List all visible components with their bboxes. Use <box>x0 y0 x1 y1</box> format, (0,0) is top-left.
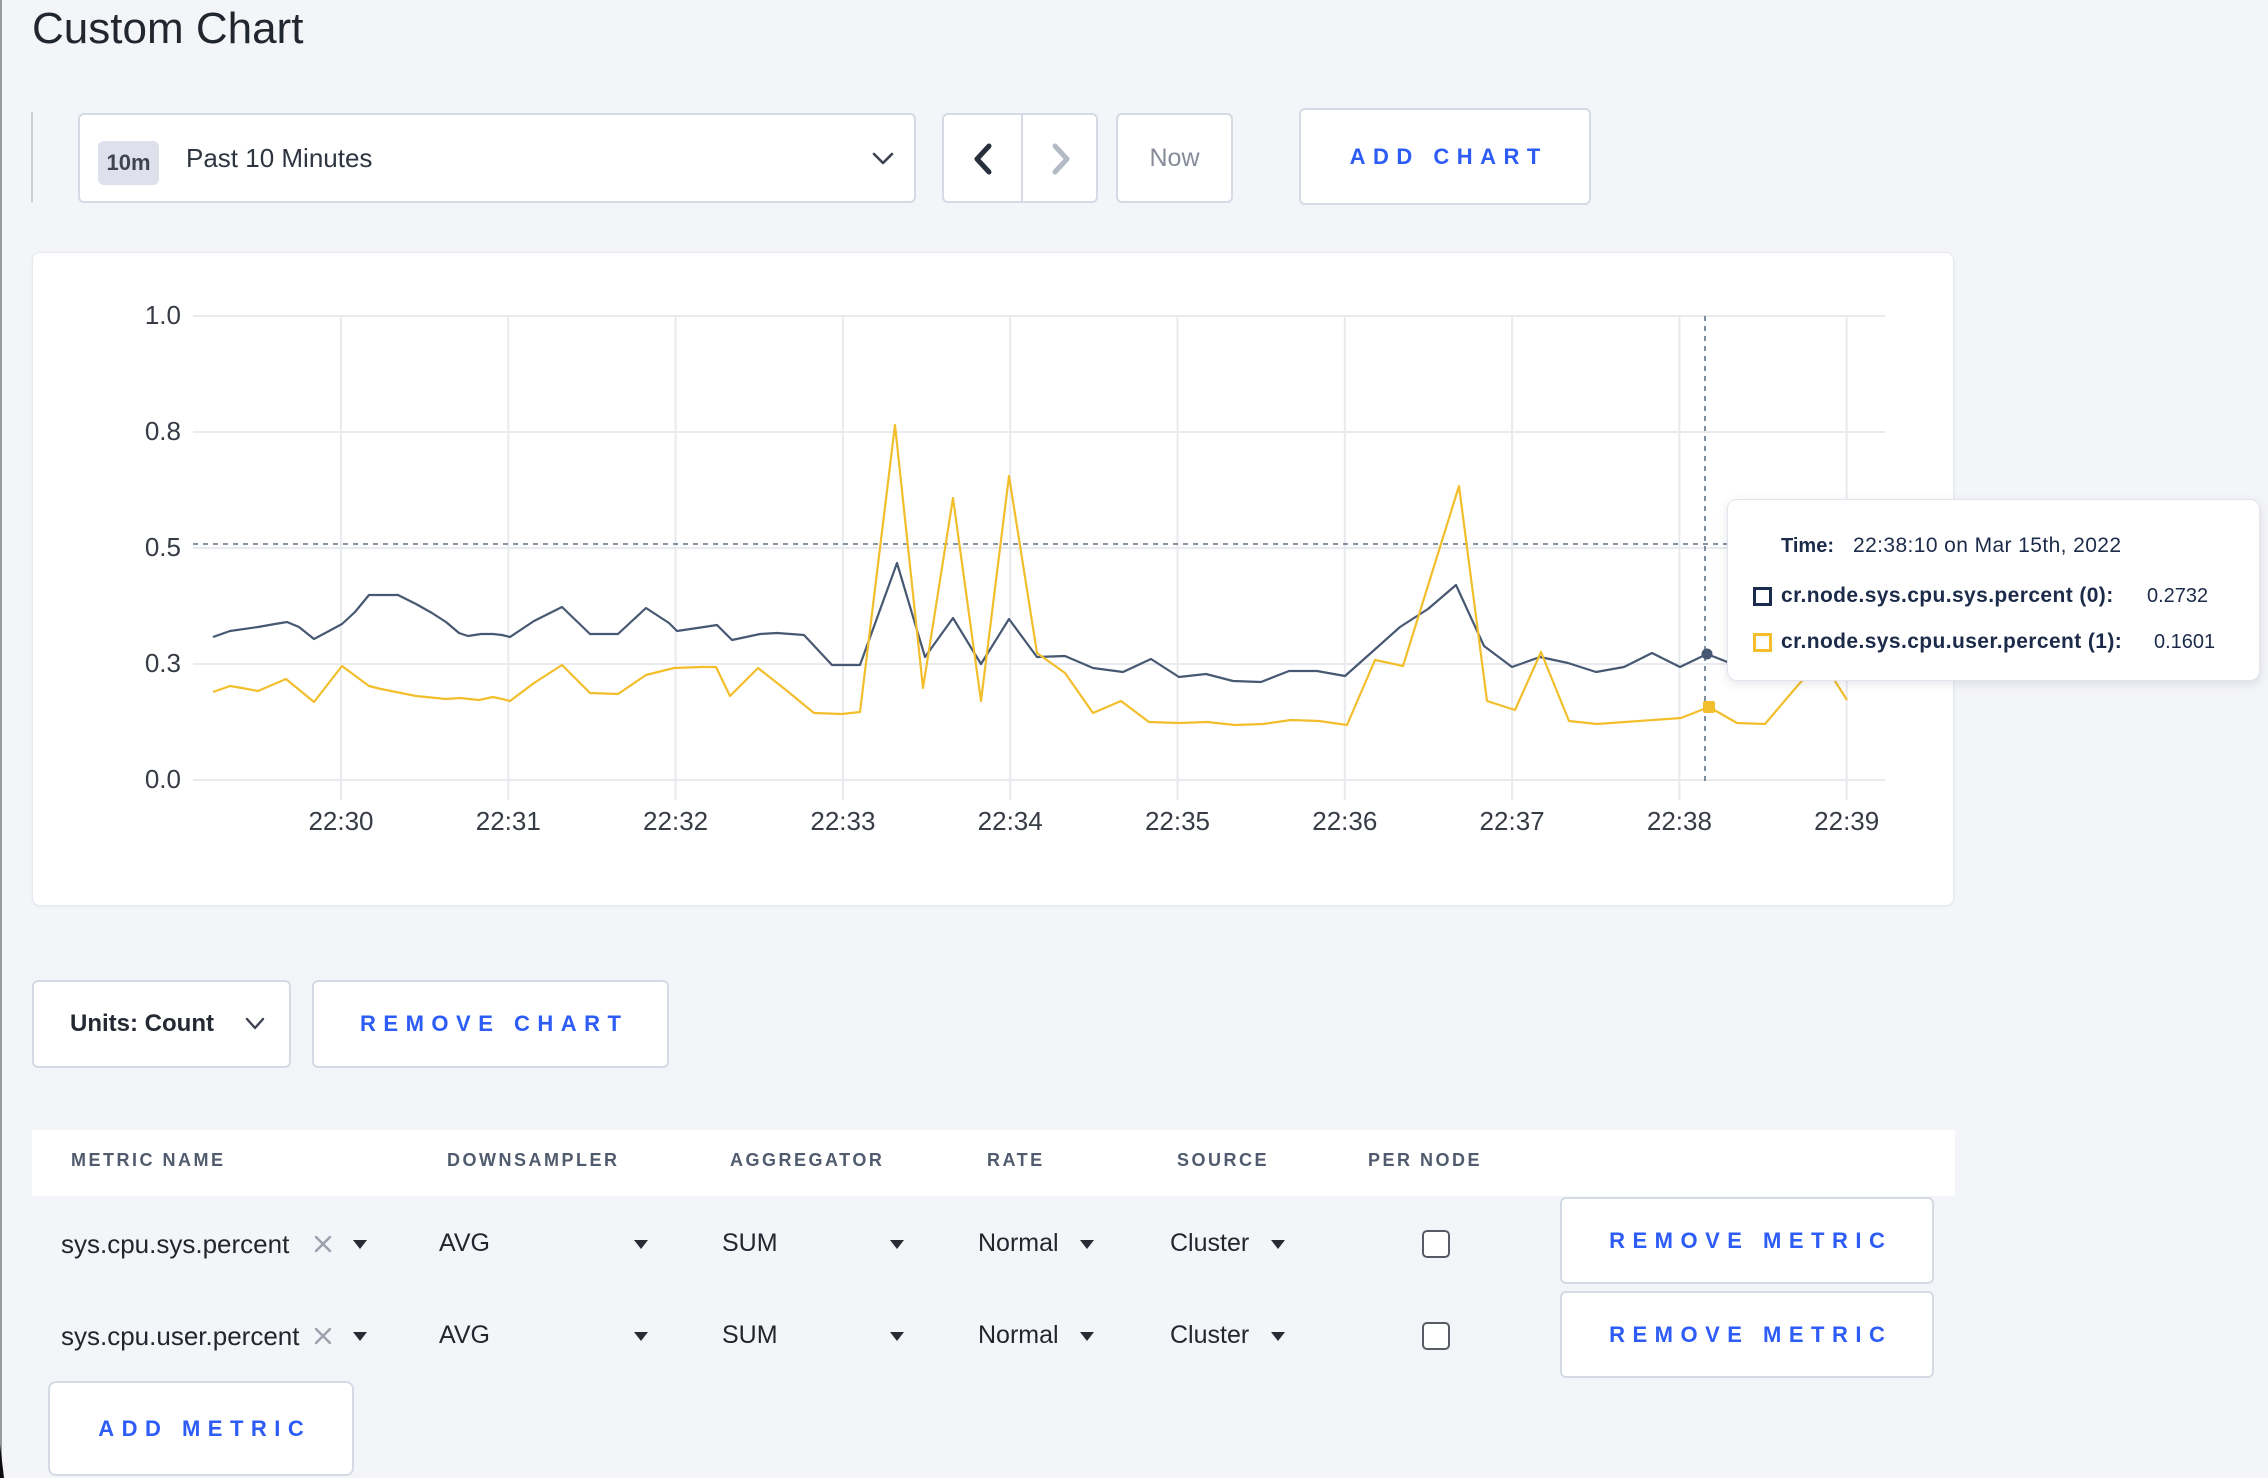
svg-text:22:34: 22:34 <box>978 806 1043 836</box>
svg-text:1.0: 1.0 <box>145 300 181 330</box>
svg-text:22:39: 22:39 <box>1814 806 1879 836</box>
svg-text:22:35: 22:35 <box>1145 806 1210 836</box>
svg-text:0.8: 0.8 <box>145 416 181 446</box>
svg-text:0.5: 0.5 <box>145 532 181 562</box>
svg-text:0.3: 0.3 <box>145 648 181 678</box>
svg-text:22:36: 22:36 <box>1312 806 1377 836</box>
svg-text:22:30: 22:30 <box>308 806 373 836</box>
svg-text:22:32: 22:32 <box>643 806 708 836</box>
svg-text:22:31: 22:31 <box>476 806 541 836</box>
svg-text:22:37: 22:37 <box>1480 806 1545 836</box>
svg-text:0.0: 0.0 <box>145 764 181 794</box>
svg-text:22:33: 22:33 <box>810 806 875 836</box>
svg-text:22:38: 22:38 <box>1647 806 1712 836</box>
